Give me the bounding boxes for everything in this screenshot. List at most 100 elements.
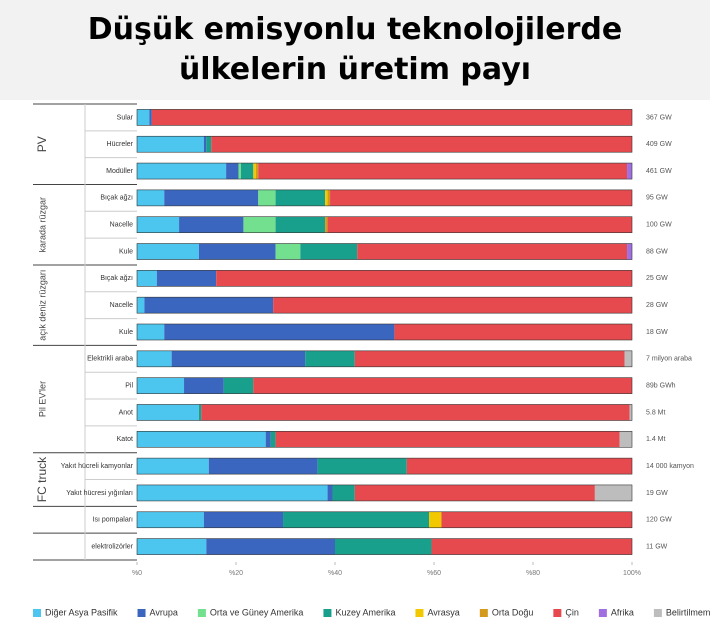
end-label: 95 GW — [646, 195, 668, 202]
bar-outline — [136, 189, 633, 207]
bar-segment — [164, 189, 259, 206]
bar-segment — [201, 404, 630, 421]
bar-segment — [149, 109, 152, 126]
bar-segment — [624, 350, 632, 367]
category-label: Elektrikli araba — [87, 356, 133, 363]
end-label: 19 GW — [646, 490, 668, 497]
bar-segment — [137, 484, 328, 501]
bar-segment — [357, 243, 628, 260]
bar-segment — [594, 484, 632, 501]
bar-segment — [211, 136, 632, 153]
bar-segment — [265, 431, 271, 448]
bar-outline — [136, 430, 633, 448]
legend-label: Orta Doğu — [492, 607, 534, 617]
legend-label: Kuzey Amerika — [335, 607, 395, 617]
category-label: Bıçak ağzı — [100, 275, 133, 282]
group-label: karada rüzgar — [37, 197, 47, 253]
bar-outline — [136, 404, 633, 421]
group-label: PV — [35, 136, 49, 152]
bar-segment — [619, 431, 632, 448]
legend-label: Diğer Asya Pasifik — [45, 607, 118, 617]
bar-segment — [216, 270, 632, 287]
bar-segment — [137, 458, 209, 475]
x-tick-label: %0 — [132, 570, 142, 577]
bar-segment — [275, 243, 301, 260]
bar-segment — [208, 458, 318, 475]
bar-segment — [206, 538, 335, 555]
x-tick-label: 100% — [623, 570, 641, 577]
bar-segment — [275, 431, 620, 448]
bar-segment — [137, 297, 145, 314]
bar-segment — [137, 216, 180, 233]
end-label: 461 GW — [646, 168, 672, 175]
bar-outline — [136, 270, 633, 287]
bar-segment — [137, 163, 227, 180]
bar-segment — [223, 377, 254, 394]
bar-segment — [325, 216, 328, 233]
bar-segment — [270, 431, 276, 448]
category-label: Kule — [119, 329, 133, 336]
bar-segment — [171, 350, 306, 367]
bar-segment — [184, 377, 224, 394]
bar-segment — [335, 538, 432, 555]
bar-segment — [156, 270, 217, 287]
bar-segment — [305, 350, 355, 367]
bar-segment — [394, 324, 632, 340]
bar-segment — [137, 404, 199, 421]
bar-segment — [258, 189, 276, 206]
bar-segment — [164, 324, 395, 340]
bar-outline — [136, 323, 633, 341]
bar-segment — [137, 324, 165, 340]
end-label: 100 GW — [646, 222, 672, 229]
bar-segment — [325, 189, 328, 206]
bar-segment — [273, 297, 632, 314]
end-label: 89b GWh — [646, 382, 676, 389]
bar-segment — [203, 136, 207, 153]
end-label: 120 GW — [646, 517, 672, 524]
bar-segment — [151, 109, 632, 126]
category-label: Isı pompaları — [93, 517, 134, 524]
bar-segment — [179, 216, 244, 233]
bar-segment — [137, 538, 207, 555]
end-label: 7 milyon araba — [646, 356, 692, 363]
bar-segment — [429, 511, 442, 528]
category-label: Bıçak ağzı — [100, 195, 133, 202]
end-label: 88 GW — [646, 248, 668, 255]
bar-segment — [627, 163, 632, 180]
bar-segment — [258, 163, 628, 180]
legend-swatch — [598, 609, 607, 617]
category-label: elektrolizörler — [91, 543, 133, 550]
category-label: Sular — [117, 114, 134, 121]
bar-segment — [226, 163, 239, 180]
bar-outline — [136, 538, 633, 555]
bar-segment — [238, 163, 241, 180]
bar-segment — [137, 270, 157, 287]
x-tick-label: %40 — [328, 570, 342, 577]
chart-title: Düşük emisyonlu teknolojilerde ülkelerin… — [0, 0, 710, 100]
end-label: 1.4 Mt — [646, 436, 666, 443]
category-label: Yakıt hücreli kamyonlar — [61, 463, 134, 470]
bar-outline — [136, 135, 633, 153]
bar-segment — [206, 136, 212, 153]
bar-outline — [136, 457, 633, 475]
bar-segment — [253, 163, 256, 180]
bar-segment — [137, 243, 199, 260]
bar-segment — [203, 511, 284, 528]
bar-outline — [136, 243, 633, 260]
end-label: 25 GW — [646, 275, 668, 282]
end-label: 11 GW — [646, 543, 668, 550]
category-label: Kule — [119, 248, 133, 255]
bar-segment — [137, 350, 172, 367]
category-label: Pil — [125, 382, 133, 389]
bar-segment — [332, 484, 355, 501]
category-label: Yakıt hücresi yığınları — [66, 490, 133, 497]
bar-segment — [330, 189, 632, 206]
legend-swatch — [33, 609, 41, 617]
bar-segment — [243, 216, 276, 233]
legend-swatch — [137, 609, 146, 617]
category-label: Nacelle — [110, 302, 133, 309]
legend-swatch — [653, 609, 662, 617]
bar-segment — [354, 484, 595, 501]
bar-segment — [144, 297, 274, 314]
